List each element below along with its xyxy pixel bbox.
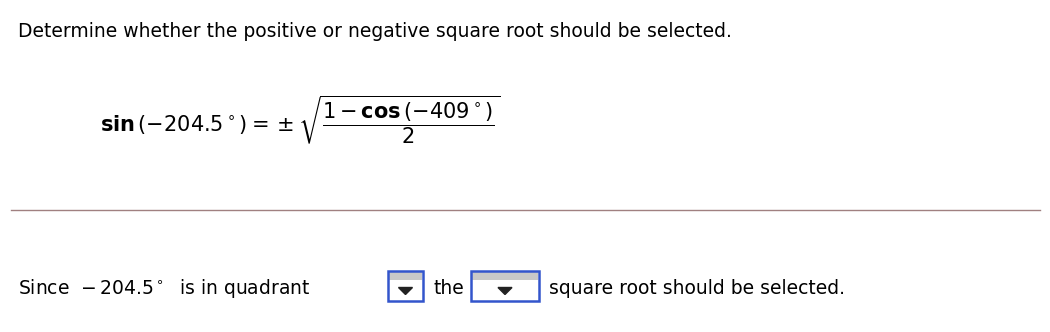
Bar <box>388 271 423 301</box>
Text: Since  $-\,204.5^\circ$  is in quadrant: Since $-\,204.5^\circ$ is in quadrant <box>18 277 311 299</box>
Text: the: the <box>433 279 464 297</box>
Bar <box>472 272 538 280</box>
Text: $\mathbf{sin}\,(-204.5^\circ) = \pm \sqrt{\dfrac{1 - \mathbf{cos}\,(-409^\circ)}: $\mathbf{sin}\,(-204.5^\circ) = \pm \sqr… <box>100 94 500 146</box>
Polygon shape <box>498 288 512 294</box>
Text: square root should be selected.: square root should be selected. <box>549 279 845 297</box>
Polygon shape <box>399 288 413 294</box>
Text: Determine whether the positive or negative square root should be selected.: Determine whether the positive or negati… <box>18 22 732 41</box>
Bar <box>471 271 539 301</box>
Bar <box>388 272 422 280</box>
